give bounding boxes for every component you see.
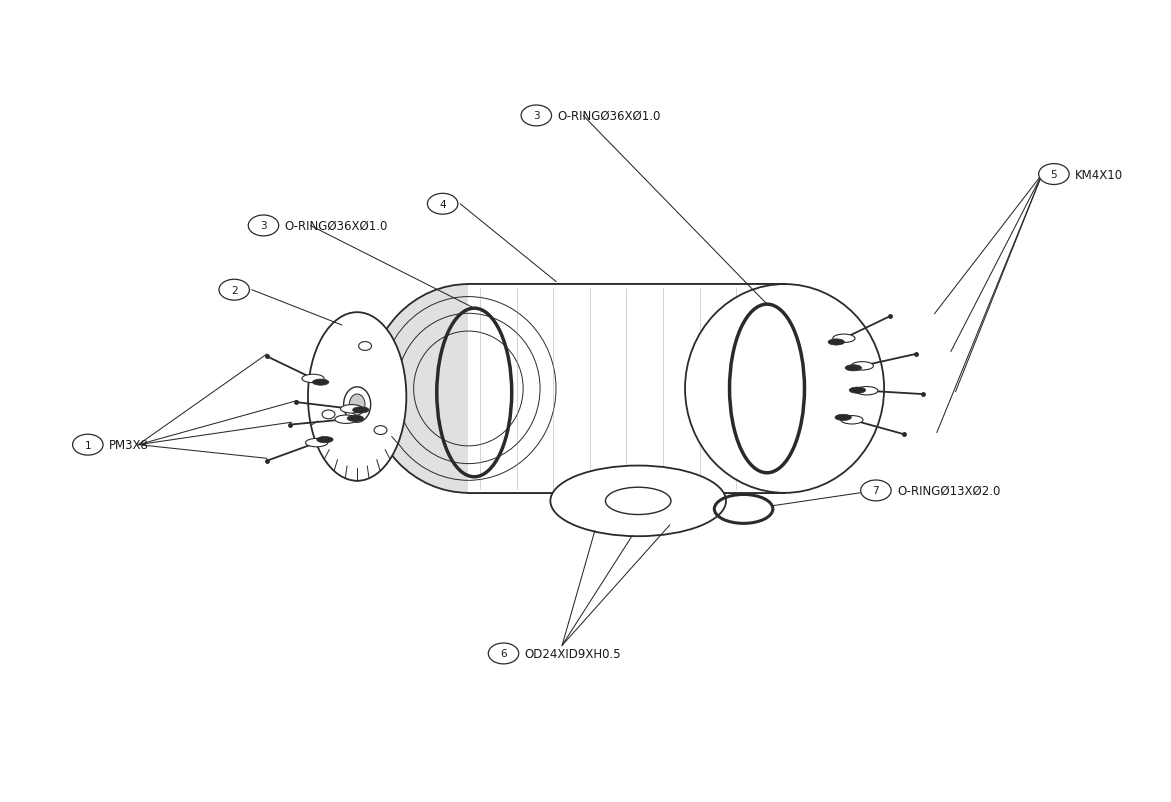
Circle shape: [1039, 164, 1069, 185]
Ellipse shape: [369, 285, 568, 493]
Circle shape: [73, 435, 103, 456]
Ellipse shape: [347, 415, 363, 422]
Ellipse shape: [851, 363, 874, 371]
Circle shape: [219, 280, 249, 301]
Ellipse shape: [828, 339, 844, 346]
Circle shape: [861, 480, 891, 501]
Text: 3: 3: [533, 111, 540, 121]
Text: 4: 4: [439, 200, 446, 209]
Text: 2: 2: [231, 286, 238, 295]
Ellipse shape: [845, 365, 862, 371]
Ellipse shape: [605, 488, 671, 515]
Ellipse shape: [306, 439, 328, 448]
Ellipse shape: [341, 405, 363, 414]
Text: O-RINGØ13XØ2.0: O-RINGØ13XØ2.0: [897, 484, 1000, 497]
Circle shape: [374, 426, 386, 435]
Ellipse shape: [849, 387, 865, 394]
Ellipse shape: [349, 395, 365, 415]
Ellipse shape: [316, 437, 333, 444]
Ellipse shape: [730, 305, 804, 473]
Ellipse shape: [302, 375, 324, 383]
Ellipse shape: [352, 407, 369, 414]
Ellipse shape: [833, 334, 855, 343]
Text: O-RINGØ36XØ1.0: O-RINGØ36XØ1.0: [285, 220, 388, 233]
Text: KM4X10: KM4X10: [1075, 168, 1123, 181]
Text: OD24XID9XH0.5: OD24XID9XH0.5: [525, 647, 622, 660]
Ellipse shape: [313, 379, 329, 386]
Ellipse shape: [308, 313, 406, 481]
Bar: [468, 285, 785, 493]
Text: 1: 1: [84, 440, 91, 450]
Ellipse shape: [335, 415, 357, 424]
Circle shape: [521, 106, 552, 127]
Circle shape: [358, 342, 371, 351]
Ellipse shape: [550, 466, 726, 537]
Text: O-RINGØ36XØ1.0: O-RINGØ36XØ1.0: [557, 110, 660, 123]
Ellipse shape: [835, 415, 851, 421]
Text: 7: 7: [872, 486, 879, 496]
Ellipse shape: [841, 416, 863, 424]
Circle shape: [427, 194, 458, 215]
Ellipse shape: [343, 387, 371, 423]
Circle shape: [248, 216, 279, 237]
Text: PM3X8: PM3X8: [109, 439, 149, 452]
Ellipse shape: [685, 285, 884, 493]
Ellipse shape: [856, 387, 878, 395]
Circle shape: [488, 643, 519, 664]
Text: 5: 5: [1050, 170, 1057, 180]
Text: 3: 3: [260, 221, 267, 231]
Text: 6: 6: [500, 649, 507, 658]
Circle shape: [322, 411, 335, 419]
